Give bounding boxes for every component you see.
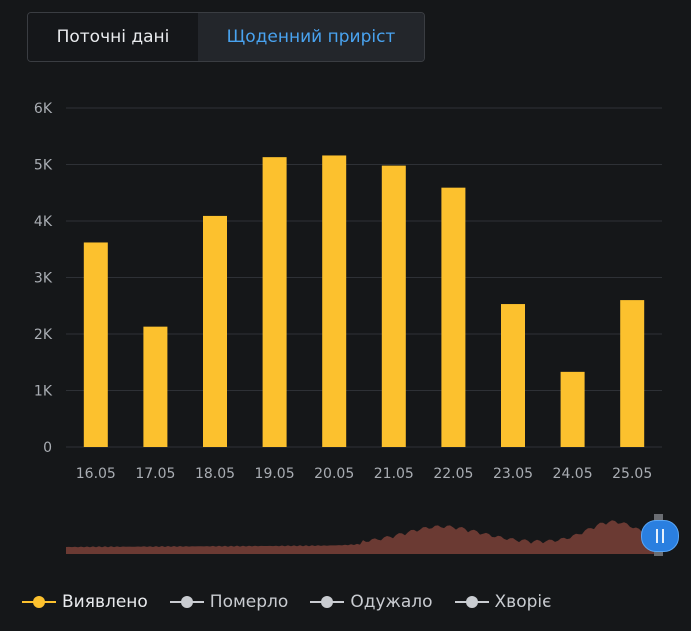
y-tick-label: 3K: [34, 271, 53, 287]
legend-label: Померло: [210, 592, 289, 612]
bar: [263, 157, 287, 447]
legend-item-detected[interactable]: Виявлено: [22, 592, 148, 612]
x-tick-label: 17.05: [135, 466, 175, 482]
bar: [382, 166, 406, 447]
x-tick-label: 21.05: [374, 466, 414, 482]
y-tick-label: 2K: [34, 327, 53, 343]
x-tick-label: 22.05: [433, 466, 473, 482]
legend-label: Хворіє: [495, 592, 552, 612]
bar: [501, 304, 525, 447]
range-navigator[interactable]: [66, 516, 678, 556]
y-axis-ticks: 0 1K 2K 3K 4K 5K 6K: [34, 101, 53, 456]
x-tick-label: 18.05: [195, 466, 235, 482]
view-tabs: Поточні дані Щоденний приріст: [27, 12, 425, 62]
y-tick-label: 5K: [34, 158, 53, 174]
legend-line-icon: [455, 596, 489, 608]
bars: [84, 155, 644, 447]
navigator-area: [66, 520, 654, 554]
legend-item-recovered[interactable]: Одужало: [310, 592, 432, 612]
x-tick-label: 24.05: [553, 466, 593, 482]
x-tick-label: 20.05: [314, 466, 354, 482]
y-tick-label: 6K: [34, 101, 53, 117]
bar: [143, 327, 167, 447]
bar: [322, 155, 346, 447]
y-tick-label: 1K: [34, 384, 53, 400]
x-tick-label: 19.05: [255, 466, 295, 482]
navigator-handle[interactable]: [641, 520, 679, 552]
legend-label: Виявлено: [62, 592, 148, 612]
y-tick-label: 0: [43, 440, 52, 456]
x-axis-ticks: 16.05 17.05 18.05 19.05 20.05 21.05 22.05 23.05…: [76, 466, 652, 482]
legend: Виявлено Померло Одужало Хворіє: [22, 592, 551, 612]
tab-current-data[interactable]: Поточні дані: [28, 13, 198, 61]
legend-line-icon: [22, 596, 56, 608]
x-tick-label: 25.05: [612, 466, 652, 482]
bar: [84, 242, 108, 447]
bar-chart: 0 1K 2K 3K 4K 5K 6K 16.05 17.05 18.05 19.05 20.05 2…: [0, 90, 691, 490]
tab-daily-growth[interactable]: Щоденний приріст: [198, 13, 424, 61]
legend-item-died[interactable]: Померло: [170, 592, 289, 612]
bar: [620, 300, 644, 447]
y-tick-label: 4K: [34, 214, 53, 230]
x-tick-label: 16.05: [76, 466, 116, 482]
legend-item-sick[interactable]: Хворіє: [455, 592, 552, 612]
bar: [561, 372, 585, 447]
legend-label: Одужало: [350, 592, 432, 612]
bar: [441, 188, 465, 447]
legend-line-icon: [170, 596, 204, 608]
x-tick-label: 23.05: [493, 466, 533, 482]
bar: [203, 216, 227, 447]
legend-line-icon: [310, 596, 344, 608]
